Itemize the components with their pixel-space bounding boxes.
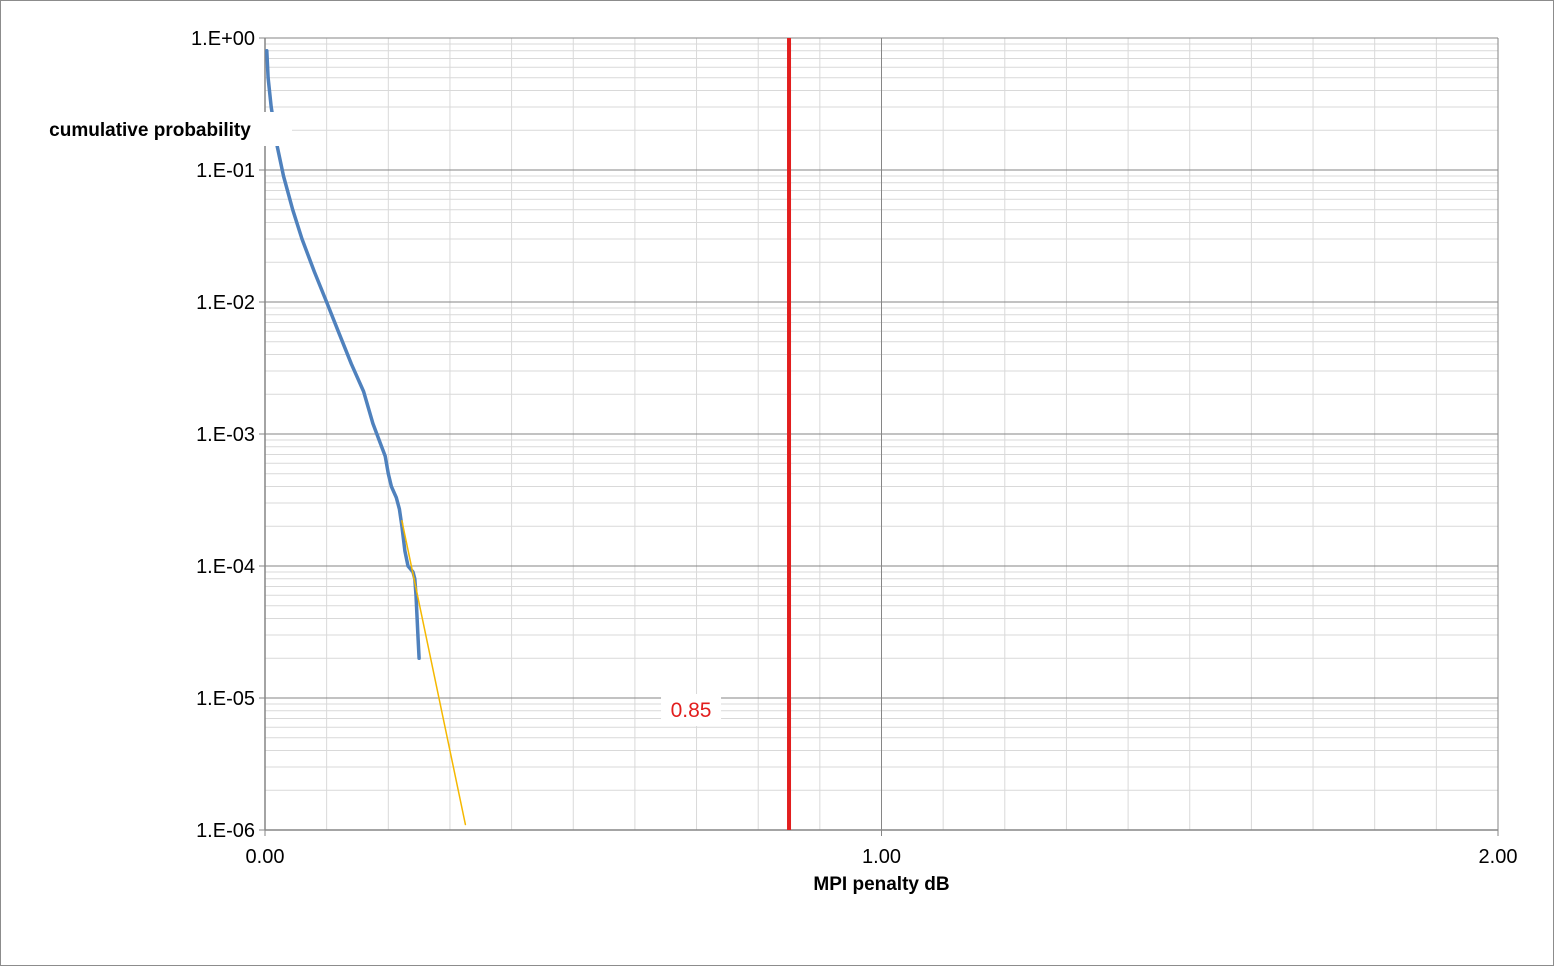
x-tick-label: 1.00 bbox=[862, 846, 901, 868]
y-tick-label: 1.E-01 bbox=[196, 160, 255, 182]
y-tick-label: 1.E+00 bbox=[191, 28, 255, 50]
x-tick-label: 2.00 bbox=[1479, 846, 1518, 868]
labels: 1.E+00 1.E-01 1.E-02 1.E-03 1.E-04 1.E-05 1.E-… bbox=[8, 28, 1517, 895]
x-axis-title: MPI penalty dB bbox=[813, 874, 949, 895]
y-tick-label: 1.E-06 bbox=[196, 820, 255, 842]
series-line-1 bbox=[265, 49, 421, 661]
y-tick-label: 1.E-05 bbox=[196, 688, 255, 710]
series-line-2 bbox=[401, 520, 467, 826]
reference-label: 0.85 bbox=[671, 699, 712, 722]
reference-label-background bbox=[661, 694, 722, 726]
grid-lines bbox=[264, 37, 1499, 831]
series bbox=[265, 49, 467, 826]
y-axis-title-background bbox=[8, 112, 292, 146]
reference-lines: 0.85 bbox=[661, 38, 792, 830]
axes bbox=[259, 37, 1499, 836]
y-tick-label: 1.E-02 bbox=[196, 292, 255, 314]
y-tick-label: 1.E-03 bbox=[196, 424, 255, 446]
y-tick-label: 1.E-04 bbox=[196, 556, 255, 578]
x-tick-label: 0.00 bbox=[246, 846, 285, 868]
y-axis-title: cumulative probability bbox=[49, 120, 251, 141]
